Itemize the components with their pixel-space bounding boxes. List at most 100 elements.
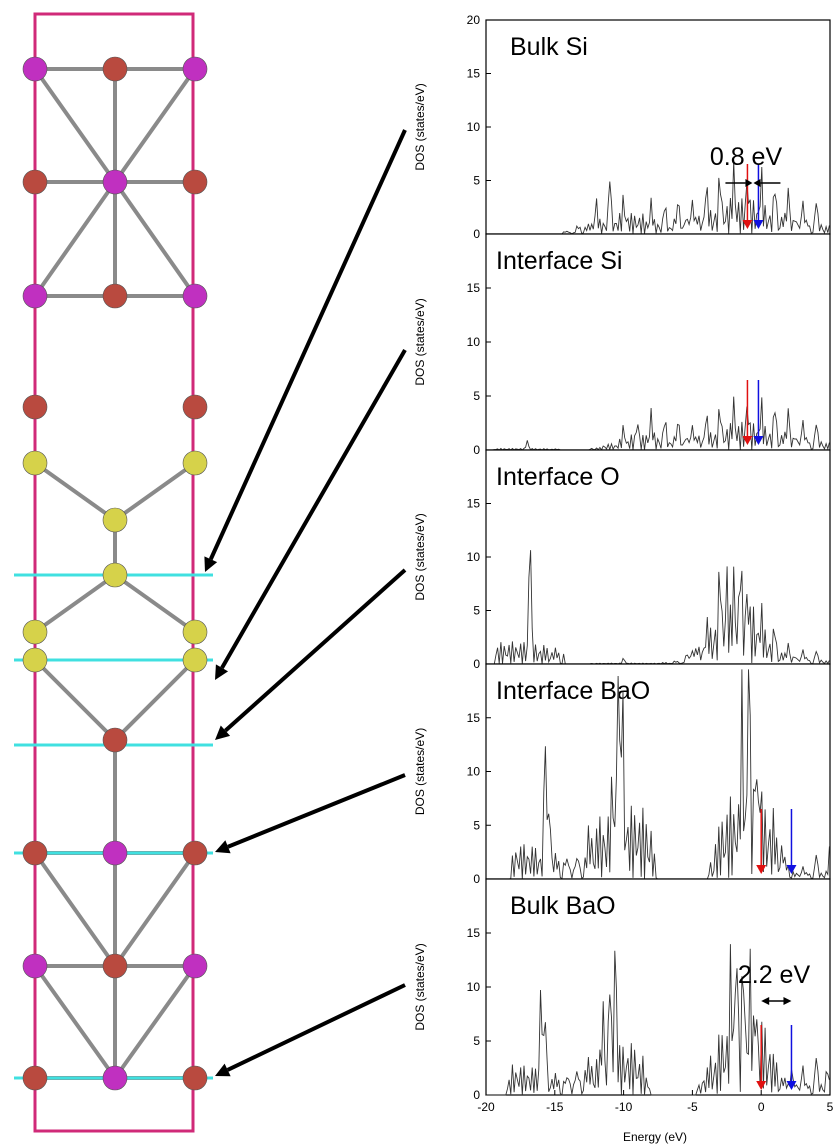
si-atom — [22, 953, 48, 979]
ba-atom — [22, 394, 48, 420]
dos-panel-3: 0 5 10 15 DOS (states/eV) Interface BaO — [413, 663, 831, 886]
x-tick-label: 5 — [827, 1100, 834, 1114]
y-axis-label: DOS (states/eV) — [413, 298, 427, 385]
blue-arrow-head — [786, 865, 797, 874]
dos-curve — [486, 944, 830, 1096]
o-atom — [182, 647, 208, 673]
si-atom — [182, 953, 208, 979]
bond — [113, 461, 197, 522]
dos-panel-4: 0 5 10 15 DOS (states/eV) Bulk BaO 2.2 eV — [413, 878, 831, 1102]
bond — [113, 658, 197, 742]
dos-panel-1: 0 5 10 15 DOS (states/eV) Interface Si — [413, 233, 831, 457]
connector-arrow-head — [215, 1063, 231, 1077]
y-tick-label: 15 — [467, 926, 481, 940]
panel-title: Bulk BaO — [510, 892, 616, 920]
x-axis: -20 -15 -10 -5 0 5 — [477, 1090, 834, 1114]
connector-arrow-head — [215, 664, 229, 680]
y-axis-label: DOS (states/eV) — [413, 943, 427, 1030]
connector-arrow-line — [220, 349, 407, 669]
o-atom — [182, 619, 208, 645]
si-atom — [102, 840, 128, 866]
y-tick-label: 10 — [467, 550, 481, 564]
y-axis-label: DOS (states/eV) — [413, 513, 427, 600]
gap-arrowhead-right — [783, 997, 792, 1005]
y-tick-label: 15 — [467, 281, 481, 295]
x-tick-label: 0 — [758, 1100, 765, 1114]
x-tick-label: -5 — [687, 1100, 698, 1114]
gap-arrowhead-left — [761, 997, 770, 1005]
panel-frame — [485, 19, 831, 235]
gap-arrowhead-left — [745, 179, 753, 187]
red-arrow-head — [742, 436, 753, 445]
x-tick-label: -20 — [477, 1100, 495, 1114]
y-tick-label: 5 — [473, 389, 480, 403]
bond — [33, 67, 117, 184]
dos-curve — [486, 396, 830, 452]
x-tick-label: -10 — [615, 1100, 633, 1114]
gap-label: 0.8 eV — [710, 143, 783, 171]
connector-arrow-line — [208, 129, 407, 561]
ba-atom — [22, 169, 48, 195]
y-tick-label: 5 — [473, 604, 480, 618]
si-atom — [22, 283, 48, 309]
bond — [33, 658, 117, 742]
gap-arrowhead-right — [753, 179, 761, 187]
y-tick-label: 0 — [473, 657, 480, 671]
connector-arrow-line — [224, 568, 407, 733]
y-tick-label: 10 — [467, 120, 481, 134]
y-tick-label: 5 — [473, 818, 480, 832]
ba-atom — [182, 1065, 208, 1091]
y-tick-label: 15 — [467, 497, 481, 511]
x-axis-label: Energy (eV) — [623, 1130, 687, 1144]
dos-panel-0: 0 5 10 15 20 DOS (states/eV) Bulk Si 0.8 eV — [413, 13, 831, 241]
blue-arrow-head — [786, 1081, 797, 1090]
ba-atom — [102, 56, 128, 82]
y-tick-label: 10 — [467, 335, 481, 349]
si-atom — [22, 56, 48, 82]
y-tick-label: 0 — [473, 872, 480, 886]
y-tick-label: 0 — [473, 1088, 480, 1102]
x-tick-label: -15 — [546, 1100, 564, 1114]
panel-title: Bulk Si — [510, 33, 588, 61]
si-atom — [182, 283, 208, 309]
red-arrow-head — [742, 220, 753, 229]
bond — [113, 573, 197, 634]
bond — [33, 851, 117, 968]
si-atom — [102, 169, 128, 195]
connector-arrow-line — [227, 773, 406, 849]
y-tick-label: 20 — [467, 13, 481, 27]
bond — [113, 180, 197, 298]
panel-title: Interface Si — [496, 247, 622, 275]
y-tick-label: 15 — [467, 711, 481, 725]
y-tick-label: 15 — [467, 67, 481, 81]
o-atom — [102, 507, 128, 533]
bond — [113, 964, 197, 1080]
o-atom — [22, 647, 48, 673]
ba-atom — [182, 394, 208, 420]
y-tick-label: 0 — [473, 227, 480, 241]
ba-atom — [182, 840, 208, 866]
blue-arrow-head — [753, 436, 764, 445]
o-atom — [102, 562, 128, 588]
panel-title: Interface O — [496, 463, 620, 491]
connector-arrow-line — [226, 983, 406, 1072]
dos-panel-2: 0 5 10 15 DOS (states/eV) Interface O — [413, 449, 831, 671]
bond — [33, 180, 117, 298]
ba-atom — [22, 840, 48, 866]
panel-title: Interface BaO — [496, 677, 650, 705]
panel-frame — [485, 449, 831, 665]
y-tick-label: 10 — [467, 765, 481, 779]
y-axis-label: DOS (states/eV) — [413, 728, 427, 815]
bond — [33, 461, 117, 522]
o-atom — [22, 450, 48, 476]
dos-panels: 0 5 10 15 20 DOS (states/eV) Bulk Si 0.8 eV 0 5 10… — [413, 13, 834, 1114]
ba-atom — [182, 169, 208, 195]
connector-arrow-head — [204, 556, 218, 572]
ba-atom — [22, 1065, 48, 1091]
blue-arrow-head — [753, 220, 764, 229]
ba-atom — [102, 727, 128, 753]
connector-arrow-head — [215, 840, 231, 854]
si-atom — [182, 56, 208, 82]
bond — [33, 964, 117, 1080]
